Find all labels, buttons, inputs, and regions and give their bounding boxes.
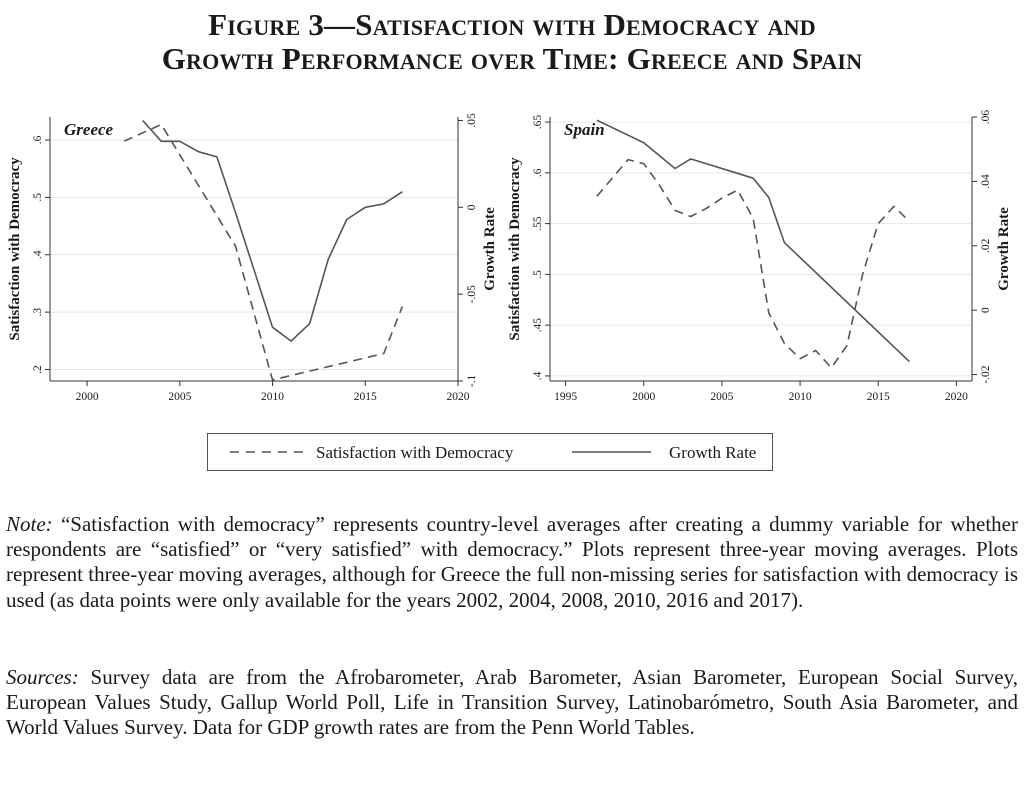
spain-y-right-tick-label-0: -.02 bbox=[980, 365, 992, 383]
sources-paragraph: Sources: Survey data are from the Afroba… bbox=[6, 665, 1018, 741]
spain-series-growth-line bbox=[596, 119, 911, 363]
spain-x-tick-label-5: 2020 bbox=[945, 391, 968, 403]
spain-x-tick-label-4: 2015 bbox=[867, 391, 890, 403]
spain-y-right-title: Growth Rate bbox=[996, 207, 1012, 291]
legend-swatches bbox=[230, 451, 651, 453]
charts-canvas: 2000 2005 2010 2015 2020 .2 .3 .4 .5 .6 -.1 -.05 0 .0… bbox=[7, 110, 1012, 403]
spain-y-left-tick-label-5: .65 bbox=[532, 115, 544, 130]
spain-y-right-tick-label-4: .06 bbox=[980, 110, 992, 125]
legend-label-satisfaction: Satisfaction with Democracy bbox=[316, 443, 514, 462]
greece-y-left-title: Satisfaction with Democracy bbox=[7, 157, 23, 341]
note-lead: Note: bbox=[6, 512, 53, 536]
note-text: “Satisfaction with democracy” represents… bbox=[6, 512, 1018, 612]
legend-label-growth: Growth Rate bbox=[669, 443, 757, 462]
spain-y-left-tick-label-4: .6 bbox=[532, 168, 544, 177]
note-paragraph: Note: “Satisfaction with democracy” repr… bbox=[6, 512, 1018, 613]
spain-y-right-tick-label-3: .04 bbox=[980, 174, 992, 189]
greece-x-tick-label-2: 2010 bbox=[261, 391, 284, 403]
spain-series-satisfaction-line bbox=[596, 158, 911, 369]
figure-title-line-1: Figure 3—Satisfaction with Democracy and bbox=[208, 7, 816, 42]
spain-x-tick-label-1: 2000 bbox=[632, 391, 655, 403]
greece-x-tick-label-1: 2005 bbox=[168, 391, 191, 403]
greece-y-left-tick-label-2: .4 bbox=[32, 250, 44, 259]
greece-y-right-tick-label-3: .05 bbox=[466, 113, 478, 128]
greece-y-right-tick-label-2: 0 bbox=[466, 204, 478, 210]
spain-y-left-tick-label-0: .4 bbox=[532, 371, 544, 380]
sources-text: Survey data are from the Afrobarometer, … bbox=[6, 665, 1019, 740]
spain-x-tick-label-0: 1995 bbox=[554, 391, 577, 403]
spain-y-right-tick-label-2: .02 bbox=[980, 238, 992, 253]
figure-title-line-2: Growth Performance over Time: Greece and… bbox=[161, 41, 863, 76]
spain-panel-label: Spain bbox=[564, 120, 605, 139]
greece-y-right-title: Growth Rate bbox=[482, 207, 498, 291]
greece-panel-label: Greece bbox=[64, 120, 114, 139]
spain-x-tick-label-3: 2010 bbox=[789, 391, 812, 403]
greece-y-right-tick-label-0: -.1 bbox=[466, 375, 478, 388]
greece-y-right-tick-label-1: -.05 bbox=[466, 285, 478, 303]
greece-x-tick-label-4: 2020 bbox=[447, 391, 470, 403]
greece-y-left-tick-label-4: .6 bbox=[32, 135, 44, 144]
greece-y-left-tick-label-3: .5 bbox=[32, 193, 44, 202]
spain-y-right-tick-label-1: 0 bbox=[980, 307, 992, 313]
spain-y-left-title: Satisfaction with Democracy bbox=[507, 157, 523, 341]
greece-y-left-tick-label-1: .3 bbox=[32, 308, 44, 317]
spain-y-left-tick-label-1: .45 bbox=[532, 318, 544, 333]
greece-x-tick-label-3: 2015 bbox=[354, 391, 377, 403]
greece-x-tick-label-0: 2000 bbox=[76, 391, 99, 403]
sources-lead: Sources: bbox=[6, 665, 79, 689]
greece-series-satisfaction-line bbox=[123, 123, 404, 381]
greece-y-left-tick-label-0: .2 bbox=[32, 365, 44, 374]
greece-series-growth-line bbox=[142, 119, 403, 342]
chart-legend: Satisfaction with Democracy Growth Rate bbox=[207, 433, 773, 471]
spain-y-left-tick-label-3: .55 bbox=[532, 216, 544, 231]
spain-x-tick-label-2: 2005 bbox=[710, 391, 733, 403]
spain-y-left-tick-label-2: .5 bbox=[532, 270, 544, 279]
